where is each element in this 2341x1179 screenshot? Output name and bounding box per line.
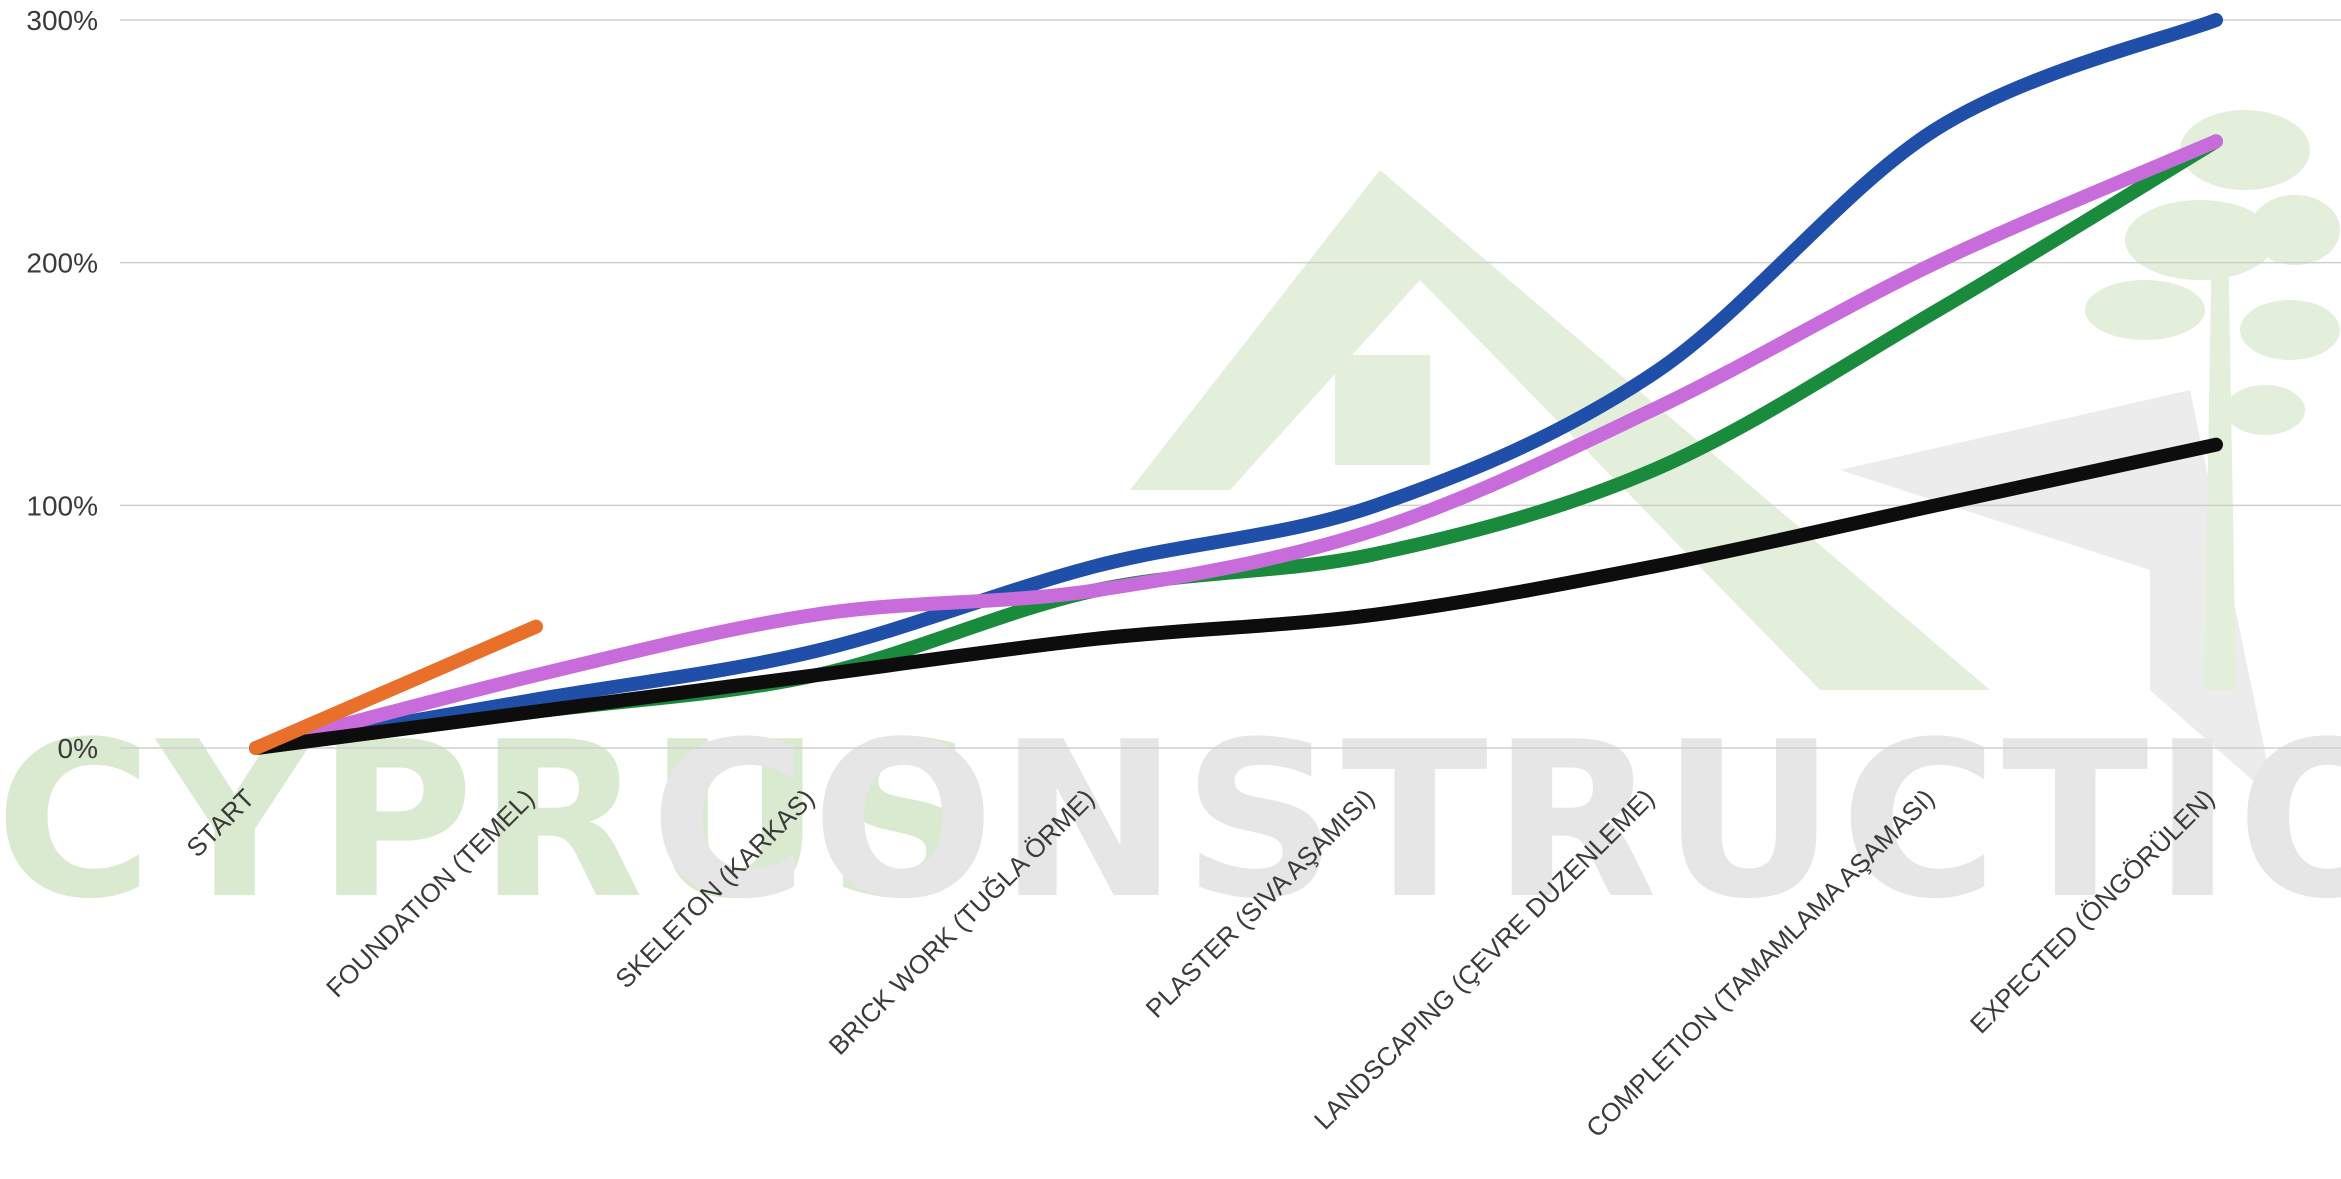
watermark-tree-icon: [2085, 110, 2340, 690]
y-tick-label: 0%: [58, 733, 98, 764]
watermark-constructions-text: CONSTRUCTIONS: [650, 695, 2341, 946]
watermark-house-icon: [1130, 170, 1990, 690]
y-tick-label: 300%: [26, 5, 98, 36]
watermark: CYPRUS CONSTRUCTIONS: [0, 110, 2341, 946]
y-tick-label: 100%: [26, 490, 98, 521]
series-line-3: [249, 134, 2223, 755]
y-tick-label: 200%: [26, 248, 98, 279]
y-axis-ticks: 0% 100% 200% 300%: [26, 5, 98, 764]
watermark-cyprus-text: CYPRUS: [0, 695, 985, 946]
series-line-5: [249, 619, 543, 755]
series-line-1: [249, 13, 2223, 755]
watermark-roof-icon: [1840, 390, 2275, 800]
gridlines: [120, 19, 2341, 749]
watermark-chimney-icon: [1335, 355, 1430, 465]
series-line-4: [249, 437, 2223, 755]
series-lines: [249, 13, 2223, 755]
